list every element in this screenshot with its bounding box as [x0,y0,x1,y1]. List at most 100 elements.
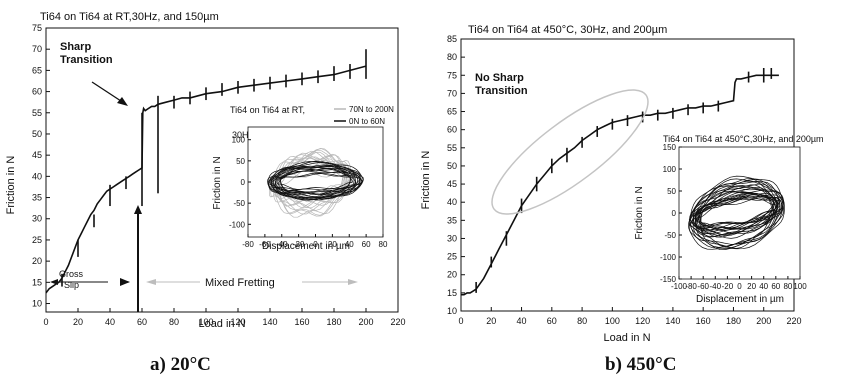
inset-a-plot [247,126,384,238]
chart-b-xtick-label: 140 [665,316,680,326]
chart-a-title: Ti64 on Ti64 at RT,30Hz, and 150µm [40,11,219,23]
inset-a-ytick-label: 100 [232,136,246,145]
chart-b-ytick-label: 55 [447,143,457,153]
inset-b-black-loop [695,190,778,236]
chart-b-ticks: 0 20 40 60 80 100 120 140 160 180 200 2201015202530… [447,34,802,326]
chart-a-ytick-label: 55 [32,108,42,118]
inset-a-gray-loop [276,148,347,211]
inset-b: Ti64 on Ti64 at 450°C,30Hz, and 200µm -1… [634,134,824,305]
inset-a-xtick-label: 80 [379,240,388,249]
inset-b-xtick-label: 60 [771,282,780,291]
chart-a-ytick-label: 75 [32,23,42,33]
chart-b-ytick-label: 20 [447,270,457,280]
inset-a-gray-loop [268,157,354,211]
chart-a-xtick-label: 100 [198,317,213,327]
chart-a-ytick-label: 50 [32,129,42,139]
chart-b-xtick-label: 80 [577,316,587,326]
inset-b-ytick-label: -50 [664,231,676,240]
chart-b-ytick-label: 15 [447,288,457,298]
inset-b-xtick-label: -40 [710,282,722,291]
chart-a-xtick-label: 0 [43,317,48,327]
inset-a-xtick-label: 20 [328,240,337,249]
inset-a-xtick-label: -20 [293,240,305,249]
chart-a-ytick-label: 70 [32,44,42,54]
chart-b-ytick-label: 35 [447,215,457,225]
inset-b-xtick-label: 0 [737,282,742,291]
chart-a: Ti64 on Ti64 at RT,30Hz, and 150µm 0 20 40… [5,11,406,330]
chart-b-xtick-label: 60 [547,316,557,326]
inset-b-xtick-label: -100 [671,282,688,291]
inset-b-ticks: -100-80 -60 -40 -20 0 20 40 60 80 100-150-100-500… [660,143,807,291]
legend-label-black: 0N to 60N [349,117,385,126]
chart-a-xtick-label: 40 [105,317,115,327]
chart-b-xtick-label: 120 [635,316,650,326]
inset-b-ytick-label: 50 [667,187,676,196]
inset-b-plot [678,146,801,280]
chart-b-ylabel: Friction in N [420,151,432,210]
inset-a-xtick-label: -40 [276,240,288,249]
chart-a-ytick-label: 65 [32,65,42,75]
inset-a-black-loop [267,161,364,200]
mixed-fretting-arrow-right [348,279,358,285]
inset-a-ytick-label: -50 [233,199,245,208]
transition-up-arrowhead [134,205,142,214]
chart-a-ytick-label: 25 [32,235,42,245]
inset-a-ytick-label: 50 [236,157,245,166]
chart-b-ytick-label: 75 [447,70,457,80]
sharp-transition-label-1: Sharp [60,41,91,53]
chart-b-ytick-label: 70 [447,88,457,98]
inset-b-xtick-label: -60 [697,282,709,291]
chart-a-xtick-label: 60 [137,317,147,327]
inset-b-xtick-label: 80 [783,282,792,291]
chart-b-ytick-label: 10 [447,306,457,316]
inset-b-black-loop [699,184,774,234]
chart-a-ytick-label: 45 [32,150,42,160]
inset-a-legend: 70N to 200N 0N to 60N [334,105,394,126]
chart-b: Ti64 on Ti64 at 450°C, 30Hz, and 200µm 0… [420,24,824,344]
chart-b-xtick-label: 0 [458,316,463,326]
chart-b-xtick-label: 40 [517,316,527,326]
chart-b-ytick-label: 50 [447,161,457,171]
gross-slip-label-1: Gross [59,269,84,279]
chart-b-ytick-label: 40 [447,197,457,207]
inset-b-xtick-label: 40 [759,282,768,291]
inset-a-ytick-label: -100 [229,220,246,229]
sharp-transition-arrow [91,81,125,104]
inset-b-black-loop [688,185,785,249]
chart-a-ylabel: Friction in N [5,156,17,215]
chart-a-ytick-label: 15 [32,277,42,287]
gross-slip-arrow-right [120,278,130,286]
inset-a-xlabel: Displacement in µm [262,241,350,252]
chart-b-xtick-label: 160 [696,316,711,326]
chart-a-xtick-label: 140 [262,317,277,327]
inset-a-title-line1: Ti64 on Ti64 at RT, [230,105,305,115]
inset-b-xlabel: Displacement in µm [696,294,784,305]
chart-a-ytick-label: 60 [32,87,42,97]
gross-slip-label-2: Slip [64,280,79,290]
sharp-transition-arrowhead [117,97,128,106]
no-sharp-transition-label-1: No Sharp [475,72,524,84]
chart-b-title: Ti64 on Ti64 at 450°C, 30Hz, and 200µm [468,24,667,36]
inset-b-ytick-label: -100 [660,253,677,262]
chart-a-xtick-label: 120 [230,317,245,327]
inset-a-xtick-label: 60 [362,240,371,249]
mixed-fretting-label: Mixed Fretting [205,277,275,289]
chart-a-ytick-label: 20 [32,256,42,266]
chart-b-xtick-label: 200 [756,316,771,326]
chart-b-ytick-label: 30 [447,233,457,243]
chart-b-ytick-label: 45 [447,179,457,189]
inset-b-xtick-label: 100 [793,282,807,291]
caption-a: a) 20°C [150,354,211,375]
highlight-ellipse [491,89,649,215]
chart-b-xlabel: Load in N [603,332,650,344]
inset-b-ytick-label: -150 [660,275,677,284]
chart-b-xtick-label: 180 [726,316,741,326]
inset-a-ylabel: Friction in N [212,156,223,209]
chart-b-ytick-label: 65 [447,107,457,117]
chart-a-xtick-label: 20 [73,317,83,327]
inset-b-xtick-label: 20 [747,282,756,291]
chart-a-xtick-label: 160 [294,317,309,327]
chart-a-xtick-label: 180 [326,317,341,327]
chart-a-plot [45,27,399,313]
chart-b-xtick-label: 220 [786,316,801,326]
